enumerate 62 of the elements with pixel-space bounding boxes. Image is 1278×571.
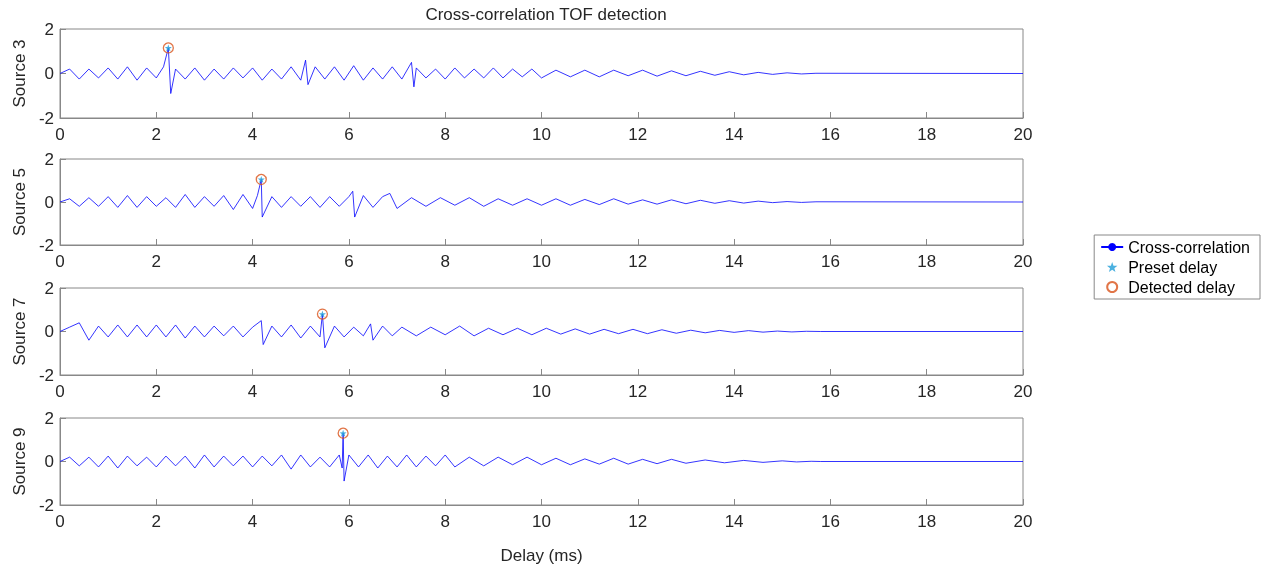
y-axis-title: Source 5 xyxy=(9,167,29,237)
x-axis-title: Delay (ms) xyxy=(500,546,583,565)
x-tick-label: 6 xyxy=(344,512,354,531)
x-tick-label: 20 xyxy=(1013,252,1033,271)
x-tick-label: 4 xyxy=(247,252,258,271)
y-tick-label: 0 xyxy=(44,64,54,83)
x-tick-label: 2 xyxy=(151,382,162,401)
x-tick-label: 2 xyxy=(151,512,162,531)
x-tick-label: 14 xyxy=(724,125,744,144)
chart-title: Cross-correlation TOF detection xyxy=(425,5,667,24)
y-tick-label: 2 xyxy=(44,278,54,298)
x-tick-label: 18 xyxy=(917,382,937,401)
x-tick-label: 6 xyxy=(344,125,354,144)
x-tick-label: 12 xyxy=(628,512,648,531)
x-tick-label: 10 xyxy=(532,252,551,271)
x-tick-label: 8 xyxy=(440,382,450,401)
x-tick-label: 18 xyxy=(917,252,937,271)
x-tick-label: 8 xyxy=(440,512,450,531)
x-tick-label: 16 xyxy=(820,125,840,144)
x-tick-label: 10 xyxy=(532,382,551,401)
x-tick-label: 14 xyxy=(724,252,744,271)
x-tick-label: 8 xyxy=(440,125,450,144)
x-tick-label: 6 xyxy=(344,252,354,271)
x-tick-label: 10 xyxy=(532,512,551,531)
y-tick-label: 0 xyxy=(44,322,54,341)
y-tick-label: -2 xyxy=(38,108,54,128)
y-axis-title: Source 3 xyxy=(9,39,29,108)
y-tick-label: 0 xyxy=(44,452,54,471)
x-tick-label: 20 xyxy=(1013,382,1033,401)
y-tick-label: 2 xyxy=(44,149,54,169)
legend-label: Cross-correlation xyxy=(1128,238,1250,256)
x-tick-label: 10 xyxy=(532,125,551,144)
x-tick-label: 4 xyxy=(247,512,258,531)
x-tick-label: 2 xyxy=(151,125,162,144)
x-tick-label: 18 xyxy=(917,512,937,531)
x-tick-label: 20 xyxy=(1013,125,1033,144)
legend-label: Detected delay xyxy=(1128,278,1235,296)
x-tick-label: 4 xyxy=(247,382,258,401)
x-tick-label: 4 xyxy=(247,125,258,144)
x-tick-label: 12 xyxy=(628,125,648,144)
y-tick-label: 2 xyxy=(44,19,54,39)
x-tick-label: 16 xyxy=(820,512,840,531)
x-tick-label: 14 xyxy=(724,512,744,531)
x-tick-label: 16 xyxy=(820,252,840,271)
x-tick-label: 2 xyxy=(151,252,162,271)
y-axis-title: Source 7 xyxy=(9,297,29,366)
y-tick-label: -2 xyxy=(38,235,54,255)
x-tick-label: 12 xyxy=(628,382,648,401)
x-tick-label: 8 xyxy=(440,252,450,271)
y-tick-label: -2 xyxy=(38,495,54,515)
x-tick-label: 16 xyxy=(820,382,840,401)
x-tick-label: 18 xyxy=(917,125,937,144)
x-tick-label: 12 xyxy=(628,252,648,271)
y-tick-label: 0 xyxy=(44,192,54,212)
x-tick-label: 20 xyxy=(1013,512,1033,531)
line-series xyxy=(59,432,1024,482)
y-tick-label: -2 xyxy=(38,365,54,385)
y-axis-title: Source 9 xyxy=(9,427,29,496)
y-tick-label: 2 xyxy=(44,408,54,428)
x-tick-label: 6 xyxy=(344,382,354,401)
x-tick-label: 14 xyxy=(724,382,744,401)
legend-label: Preset delay xyxy=(1128,258,1218,276)
